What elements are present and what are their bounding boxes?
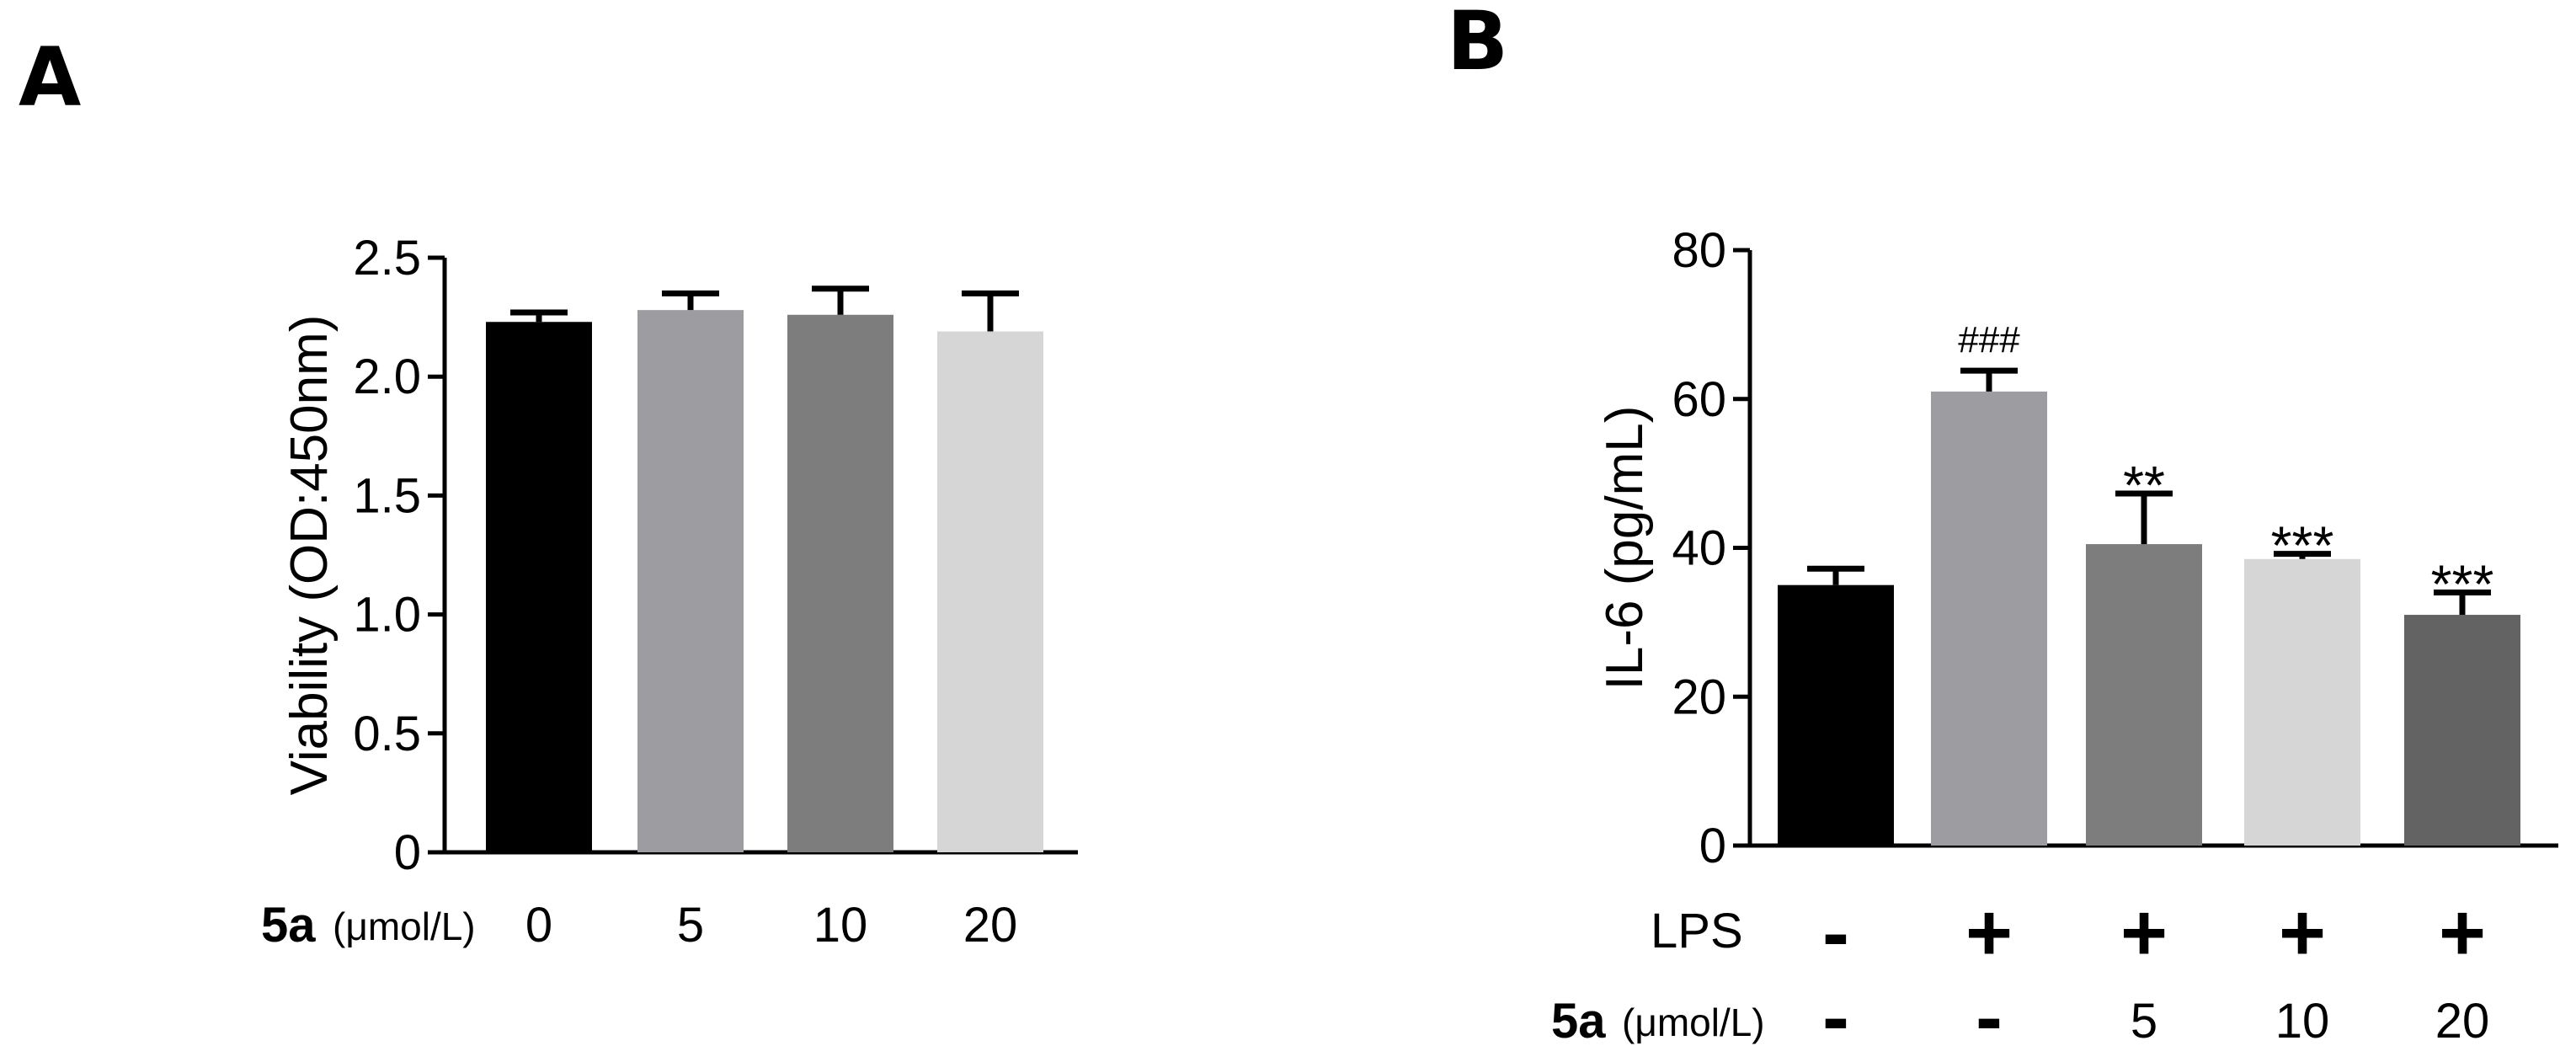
bar-3 (2244, 558, 2360, 846)
bar-20 (937, 331, 1043, 852)
y-tick-label: 2.0 (353, 350, 421, 404)
panel-b-letter: B (1447, 0, 1508, 88)
dose-label: 5 (2131, 994, 2157, 1049)
bar-2 (2086, 544, 2202, 846)
y-tick-label: 2.5 (353, 231, 421, 286)
lps-sign: - (1822, 888, 1849, 978)
lps-sign: + (1965, 888, 2013, 978)
y-tick-label: 80 (1672, 223, 1726, 278)
bar-0 (1778, 584, 1894, 846)
significance-annotation: *** (2431, 554, 2494, 615)
y-axis-title: Viability (OD:450nm) (280, 315, 339, 796)
y-tick-label: 20 (1672, 670, 1726, 724)
y-tick-label: 60 (1672, 372, 1726, 427)
y-tick-label: 0 (1699, 819, 1726, 873)
significance-annotation: ### (1958, 319, 2020, 360)
row-label-unit: (μmol/L) (1622, 1001, 1765, 1044)
y-tick-label: 40 (1672, 521, 1726, 576)
y-tick-label: 0.5 (353, 707, 421, 761)
chart-a: 0 0.5 1.0 1.5 2.0 2.5 Viability (OD:450nm) 0 5 10… (261, 231, 1078, 953)
lps-sign: + (2120, 888, 2168, 978)
bar-0 (486, 322, 592, 852)
x-tick-label: 5 (677, 898, 704, 953)
bar-1 (1931, 391, 2047, 846)
bar-5 (637, 310, 744, 852)
bar-10 (787, 314, 893, 852)
y-tick-label: 1.5 (353, 468, 421, 523)
x-tick-label: 0 (525, 898, 552, 953)
lps-sign: + (2439, 888, 2486, 978)
dose-sign: - (1976, 972, 2003, 1062)
dose-label: 10 (2275, 994, 2330, 1049)
bar-4 (2404, 615, 2520, 846)
significance-annotation: *** (2271, 515, 2334, 576)
row-label-5a: 5a (261, 898, 316, 953)
y-axis-title: IL-6 (pg/mL) (1596, 406, 1654, 691)
panel-a-letter: A (19, 30, 81, 125)
lps-sign: + (2279, 888, 2326, 978)
x-tick-label: 10 (813, 898, 868, 953)
y-tick-label: 0 (394, 825, 421, 880)
x-tick-label: 20 (963, 898, 1018, 953)
significance-annotation: ** (2123, 455, 2165, 515)
dose-label: 20 (2435, 994, 2490, 1049)
row-label-unit: (μmol/L) (333, 905, 476, 948)
lps-row-label: LPS (1651, 904, 1743, 958)
y-tick-label: 1.0 (353, 588, 421, 643)
dose-sign: - (1822, 972, 1849, 1062)
row-label-5a: 5a (1551, 994, 1606, 1049)
